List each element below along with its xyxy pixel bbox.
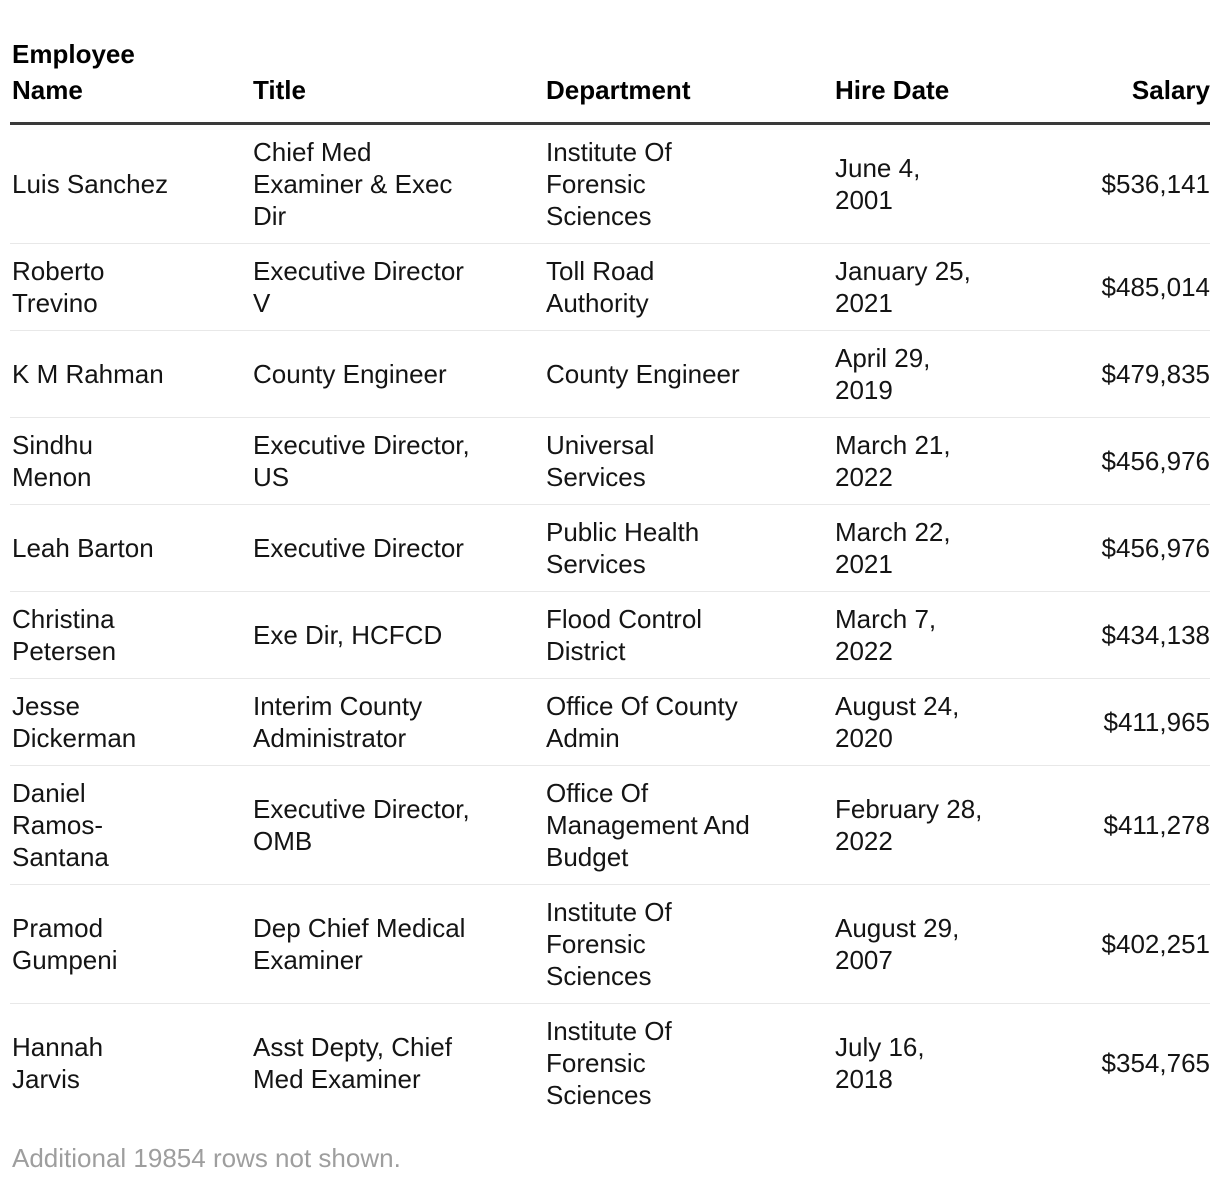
employee-salary-table: Employee Name Title Department Hire Date… — [10, 12, 1210, 1122]
cell-hire-date: June 4, 2001 — [833, 123, 1038, 244]
table-body: Luis Sanchez Chief Med Examiner & Exec D… — [10, 123, 1210, 1123]
cell-department: Universal Services — [544, 417, 833, 505]
table-row: Sindhu Menon Executive Director, US Univ… — [10, 417, 1210, 505]
footer-note: Additional 19854 rows not shown. — [12, 1143, 401, 1173]
cell-title: Chief Med Examiner & Exec Dir — [251, 123, 544, 244]
cell-employee-name: Pramod Gumpeni — [10, 884, 251, 1004]
cell-department: Toll Road Authority — [544, 243, 833, 331]
column-header-employee-name: Employee Name — [10, 12, 251, 125]
cell-hire-date: March 22, 2021 — [833, 504, 1038, 592]
table-row: Jesse Dickerman Interim County Administr… — [10, 678, 1210, 766]
cell-title: Asst Depty, Chief Med Examiner — [253, 1032, 452, 1094]
table-header: Employee Name Title Department Hire Date… — [10, 12, 1210, 125]
cell-salary: $536,141 — [1038, 123, 1210, 244]
cell-department: Institute Of Forensic Sciences — [544, 123, 833, 244]
cell-salary: $456,976 — [1038, 504, 1210, 592]
table-row: Hannah Jarvis Asst Depty, Chief Med Exam… — [10, 1004, 1210, 1123]
column-header-title: Title — [251, 12, 544, 125]
cell-title: County Engineer — [251, 330, 544, 418]
table-row: Roberto Trevino Executive Director V Tol… — [10, 243, 1210, 331]
cell-employee-name: Daniel Ramos- Santana — [10, 765, 251, 885]
column-header-hire-date: Hire Date — [833, 12, 1038, 125]
column-header-department: Department — [544, 12, 833, 125]
table-row: Daniel Ramos- Santana Executive Director… — [10, 765, 1210, 885]
cell-employee-name: Hannah Jarvis — [12, 1032, 104, 1094]
cell-salary: $434,138 — [1038, 591, 1210, 679]
cell-employee-name: Leah Barton — [10, 504, 251, 592]
cell-title: Executive Director, OMB — [251, 765, 544, 885]
cell-employee-name: Roberto Trevino — [10, 243, 251, 331]
cell-salary: $402,251 — [1038, 884, 1210, 1004]
table-row: Luis Sanchez Chief Med Examiner & Exec D… — [10, 123, 1210, 244]
cell-employee-name: Jesse Dickerman — [10, 678, 251, 766]
table-row: K M Rahman County Engineer County Engine… — [10, 330, 1210, 418]
cell-hire-date: January 25, 2021 — [833, 243, 1038, 331]
cell-hire-date: March 7, 2022 — [833, 591, 1038, 679]
cell-salary: $411,278 — [1038, 765, 1210, 885]
cell-employee-name: Christina Petersen — [10, 591, 251, 679]
cell-hire-date: April 29, 2019 — [833, 330, 1038, 418]
cell-department: County Engineer — [544, 330, 833, 418]
cell-department: Office Of Management And Budget — [544, 765, 833, 885]
cell-salary: $485,014 — [1038, 243, 1210, 331]
cell-title: Interim County Administrator — [251, 678, 544, 766]
cell-title: Executive Director V — [251, 243, 544, 331]
cell-hire-date: July 16, 2018 — [835, 1032, 925, 1094]
cell-employee-name: Luis Sanchez — [10, 123, 251, 244]
cell-hire-date: August 29, 2007 — [833, 884, 1038, 1004]
cell-salary: $456,976 — [1038, 417, 1210, 505]
cell-department: Institute Of Forensic Sciences — [544, 884, 833, 1004]
cell-employee-name: Sindhu Menon — [10, 417, 251, 505]
cell-employee-name: K M Rahman — [10, 330, 251, 418]
table-header-row: Employee Name Title Department Hire Date… — [10, 12, 1210, 125]
cell-title: Executive Director, US — [251, 417, 544, 505]
cell-department: Flood Control District — [544, 591, 833, 679]
cell-salary: $411,965 — [1038, 678, 1210, 766]
cell-salary: $479,835 — [1038, 330, 1210, 418]
cell-salary: $354,765 — [1101, 1048, 1210, 1078]
cell-title: Dep Chief Medical Examiner — [251, 884, 544, 1004]
cell-department: Institute Of Forensic Sciences — [546, 1016, 672, 1110]
cell-hire-date: February 28, 2022 — [833, 765, 1038, 885]
cell-hire-date: March 21, 2022 — [833, 417, 1038, 505]
cell-title: Exe Dir, HCFCD — [251, 591, 544, 679]
column-header-salary: Salary — [1038, 12, 1210, 125]
table-row: Pramod Gumpeni Dep Chief Medical Examine… — [10, 884, 1210, 1004]
cell-title: Executive Director — [251, 504, 544, 592]
table-row: Christina Petersen Exe Dir, HCFCD Flood … — [10, 591, 1210, 679]
table-row: Leah Barton Executive Director Public He… — [10, 504, 1210, 592]
cell-hire-date: August 24, 2020 — [833, 678, 1038, 766]
cell-department: Public Health Services — [544, 504, 833, 592]
cell-department: Office Of County Admin — [544, 678, 833, 766]
